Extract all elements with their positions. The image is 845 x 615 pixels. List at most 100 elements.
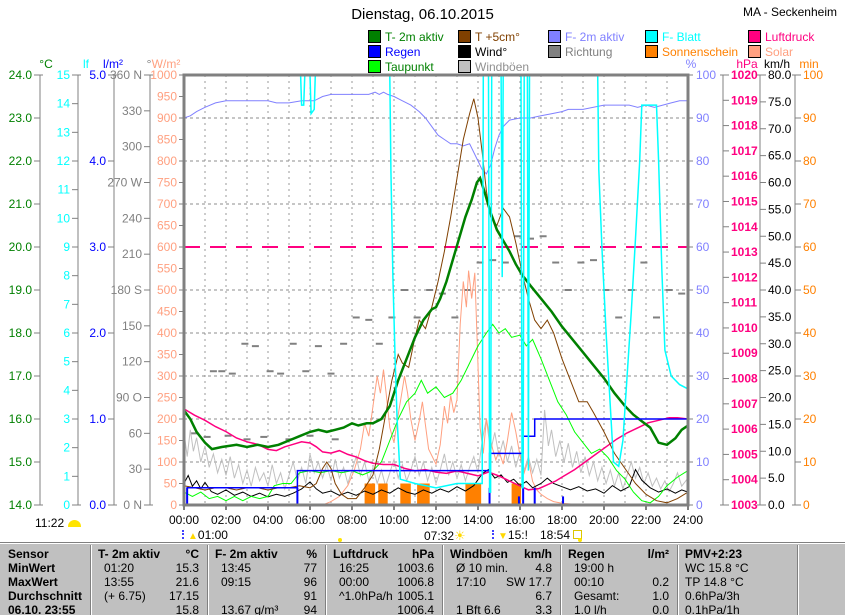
axis-label-deg: 120 [122,355,142,369]
axis-label-hpa: 1005 [731,447,758,461]
axis-label-minax: 0 [803,498,810,512]
table-cell-value: 15.8 [175,603,199,615]
table-cell-time: (+ 6.75) [104,589,146,603]
up-arrow-icon: ▲ [188,531,198,542]
table-header-unit: % [306,547,317,561]
legend-swatch [645,30,658,44]
axis-label-kmh: 25.0 [768,364,792,378]
axis-label-tempC: 17.0 [9,369,33,383]
axis-header-lm2: l/m² [103,57,123,71]
marker-1550: ▼15:! [492,528,528,542]
axis-label-hpa: 1004 [731,473,758,487]
marker-sunset: 18:54 [540,528,583,542]
axis-label-tempC: 23.0 [9,111,33,125]
axis-label-lf: 11 [58,183,71,197]
axis-label-deg: 270 W [107,176,142,190]
legend-item-wind-: Wind° [458,43,507,59]
axis-label-wm2: 450 [157,305,177,319]
axis-label-lf: 4 [63,383,70,397]
axis-label-minax: 20 [803,412,817,426]
table-header-unit: hPa [411,547,434,561]
table-cell-time: 00:00 [339,575,370,589]
table-cell-time: 01:20 [104,561,135,575]
table-cell-time: 09:15 [221,575,252,589]
x-axis-label: 06:00 [295,513,325,527]
table-cell-pmv: 0.6hPa/3h [685,589,740,603]
axis-label-kmh: 70.0 [768,122,792,136]
axis-label-wm2: 950 [157,90,177,104]
table-cell-time: Ø 10 min. [456,561,509,575]
axis-label-deg: 150 [122,319,142,333]
axis-label-wm2: 200 [157,412,177,426]
axis-label-tempC: 16.0 [9,412,33,426]
weather-chart[interactable]: 24.023.022.021.020.019.018.017.016.015.0… [0,0,845,542]
legend-swatch [458,30,471,44]
axis-label-lf: 10 [57,211,71,225]
legend-item-f-blatt: F- Blatt [645,28,701,44]
sun-blob-icon [68,520,82,527]
axis-label-minax: 90 [803,111,817,125]
axis-label-lf: 2 [63,441,70,455]
axis-label-hpa: 1018 [731,119,758,133]
table-header: Sensor [8,547,49,561]
axis-label-wm2: 750 [157,176,177,190]
blue-ticks-icon [182,530,186,539]
axis-label-lm2: 0.0 [89,498,106,512]
legend-label: F- Blatt [662,29,701,44]
legend-label: Regen [385,44,421,59]
axis-label-lf: 7 [63,297,70,311]
table-cell-value: 17.15 [168,589,199,603]
axis-label-minax: 40 [803,326,817,340]
table-cell-value: 91 [303,589,317,603]
table-top-divider [0,542,845,543]
axis-label-deg: 300 [122,140,142,154]
blue-ticks-icon [492,530,496,539]
table-cell-time: 1.0 l/h [574,603,607,615]
axis-label-deg: 60 [129,426,143,440]
axis-label-kmh: 55.0 [768,202,792,216]
axis-label-wm2: 0 [170,498,177,512]
axis-label-kmh: 35.0 [768,310,792,324]
legend-item-solar: Solar [748,43,793,59]
legend-item-luftdruck: Luftdruck [748,28,814,44]
series-windboeen [183,409,689,493]
axis-label-pct: 10 [696,455,710,469]
legend-label: Taupunkt [385,59,434,74]
down-arrow-icon: ▼ [498,531,508,542]
dot-icon [338,538,342,542]
table-column-divider [560,545,562,615]
table-cell-value: 4.8 [535,561,552,575]
axis-label-lm2: 3.0 [89,240,106,254]
axis-label-deg: 30 [129,462,143,476]
table-cell-time: 00:10 [574,575,605,589]
table-column-divider [797,545,799,615]
annotation-text: 07:32 [424,529,455,543]
axis-label-hpa: 1012 [731,270,758,284]
axis-label-pct: 100 [696,68,716,82]
axis-label-kmh: 80.0 [768,68,792,82]
axis-label-kmh: 30.0 [768,337,792,351]
axis-label-minax: 50 [803,283,817,297]
axis-label-lf: 0 [63,498,70,512]
axis-label-lf: 8 [63,269,70,283]
axis-label-lf: 9 [63,240,70,254]
legend-item-t-5cm-: T +5cm° [458,28,520,44]
axis-label-kmh: 5.0 [768,471,785,485]
axis-label-wm2: 850 [157,133,177,147]
table-column-divider [677,545,679,615]
table-header-unit: km/h [523,547,552,561]
axis-label-pct: 70 [696,197,710,211]
axis-label-hpa: 1011 [731,296,757,310]
axis-label-minax: 80 [803,154,817,168]
axis-label-wm2: 150 [157,434,177,448]
x-axis-label: 16:00 [505,513,535,527]
legend-item-t-2m-aktiv: T- 2m aktiv [368,28,444,44]
x-axis-label: 02:00 [211,513,241,527]
axis-label-pct: 50 [696,283,710,297]
axis-label-minax: 30 [803,369,817,383]
table-cell-value: 1006.4 [397,603,434,615]
dot-icon [578,538,582,542]
legend-swatch [458,60,471,74]
axis-label-pct: 40 [696,326,710,340]
